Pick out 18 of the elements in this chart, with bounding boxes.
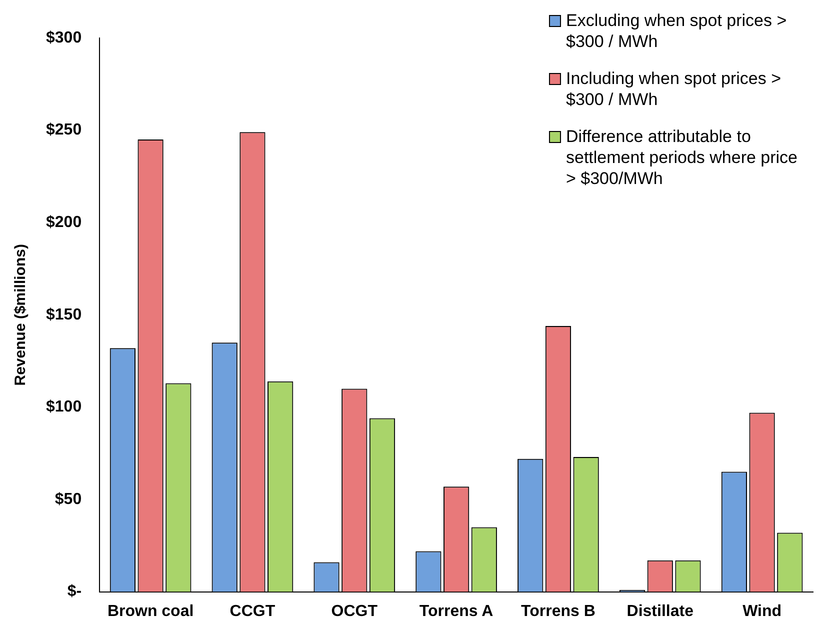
legend-label: Difference attributable to settlement periods where price > $300/MWh xyxy=(566,126,799,189)
x-tick-label: Distillate xyxy=(626,602,694,620)
y-tick-label: $250 xyxy=(46,122,82,139)
y-tick-label: $200 xyxy=(46,214,82,232)
y-tick-label: $- xyxy=(67,583,82,600)
x-tick-label: CCGT xyxy=(230,602,276,620)
x-tick-label: Torrens A xyxy=(419,602,494,620)
x-tick-label: Wind xyxy=(742,602,782,620)
legend-label: Excluding when spot prices > $300 / MWh xyxy=(566,10,788,52)
y-tick-label: $100 xyxy=(46,398,82,416)
y-tick-label: $300 xyxy=(46,29,82,46)
y-tick-label: $150 xyxy=(46,306,82,324)
y-tick-label: $50 xyxy=(54,490,82,508)
y-axis-title: Revenue ($millions) xyxy=(12,244,30,386)
x-tick-label: OCGT xyxy=(331,602,378,620)
legend-label: Including when spot prices > $300 / MWh xyxy=(566,68,782,110)
x-tick-label: Brown coal xyxy=(107,602,194,620)
x-tick-label: Torrens B xyxy=(521,602,596,620)
